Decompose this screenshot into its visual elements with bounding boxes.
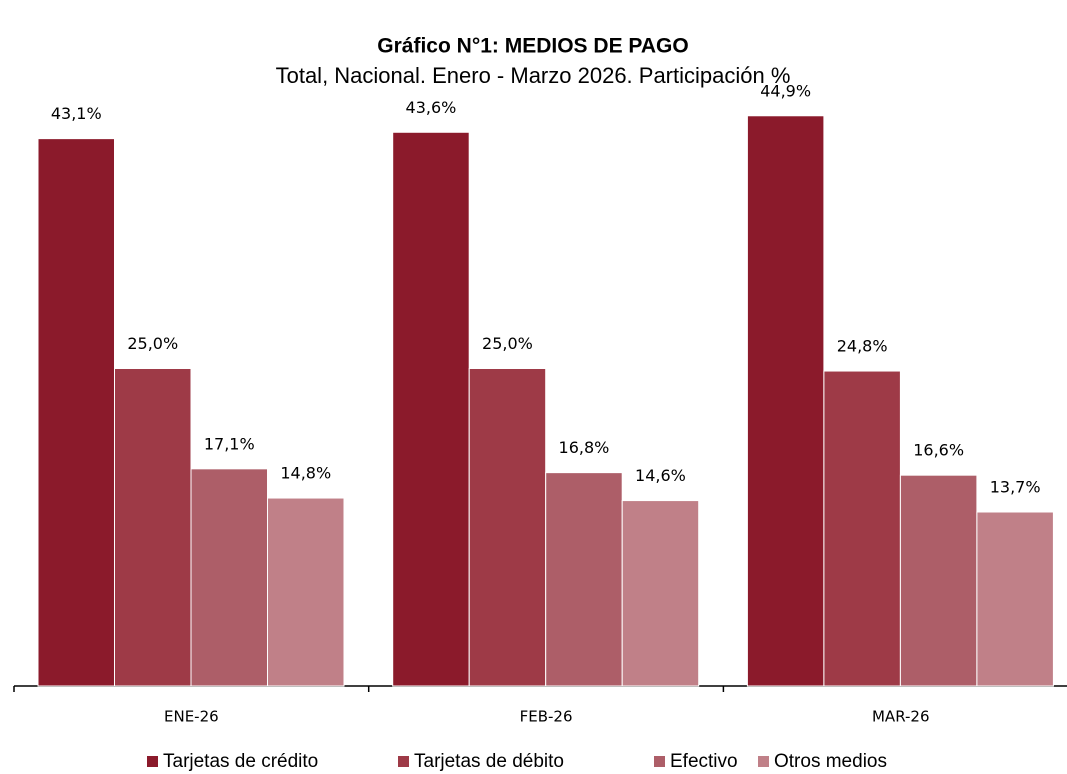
bar bbox=[114, 368, 192, 687]
legend-label: Otros medios bbox=[774, 751, 887, 772]
data-label: 43,6% bbox=[406, 98, 457, 117]
bar bbox=[545, 472, 623, 687]
chart-subtitle: Total, Nacional. Enero - Marzo 2026. Par… bbox=[276, 63, 791, 88]
bar bbox=[823, 370, 901, 687]
legend-label: Efectivo bbox=[670, 751, 738, 772]
legend-swatch bbox=[398, 756, 409, 767]
data-label: 14,8% bbox=[280, 464, 331, 483]
data-label: 14,6% bbox=[635, 466, 686, 485]
data-label: 16,8% bbox=[559, 438, 610, 457]
data-label: 25,0% bbox=[127, 334, 178, 353]
x-tick-label: FEB-26 bbox=[520, 708, 573, 726]
data-label: 43,1% bbox=[51, 104, 102, 123]
data-label: 44,9% bbox=[760, 81, 811, 100]
chart-title: Gráfico N°1: MEDIOS DE PAGO bbox=[377, 35, 688, 58]
data-label: 25,0% bbox=[482, 334, 533, 353]
data-label: 16,6% bbox=[913, 441, 964, 460]
legend-swatch bbox=[758, 756, 769, 767]
legend-swatch bbox=[147, 756, 158, 767]
bar bbox=[468, 368, 547, 687]
bar bbox=[190, 468, 268, 687]
bar bbox=[37, 138, 115, 687]
bar bbox=[392, 131, 470, 687]
bar bbox=[267, 497, 345, 687]
x-tick-label: MAR-26 bbox=[872, 708, 930, 726]
legend-swatch bbox=[654, 756, 665, 767]
bar bbox=[899, 474, 978, 687]
bar bbox=[746, 115, 825, 687]
legend-label: Tarjetas de crédito bbox=[163, 751, 318, 772]
data-label: 17,1% bbox=[204, 434, 255, 453]
data-label: 13,7% bbox=[990, 478, 1041, 497]
legend-label: Tarjetas de débito bbox=[414, 751, 564, 772]
bar bbox=[976, 511, 1054, 687]
bar bbox=[621, 500, 700, 687]
x-tick-label: ENE-26 bbox=[164, 708, 219, 726]
data-label: 24,8% bbox=[837, 337, 888, 356]
